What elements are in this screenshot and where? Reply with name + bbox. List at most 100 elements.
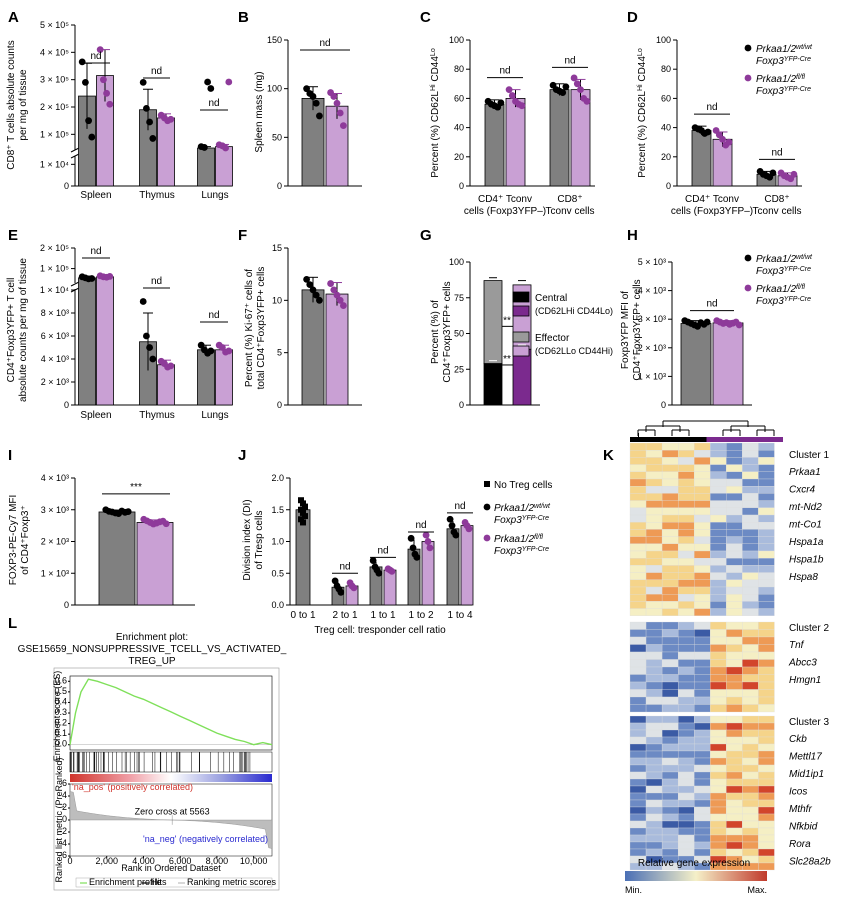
data-point (303, 276, 310, 283)
heatmap-cell (758, 820, 775, 829)
heatmap-cell (758, 608, 775, 616)
heatmap-cell (726, 594, 743, 602)
data-point (409, 544, 417, 552)
heatmap-cell (629, 478, 647, 487)
panel-label-H: H (627, 227, 638, 244)
heatmap-cell (694, 608, 711, 616)
heatmap-cell (661, 715, 679, 724)
heatmap-cell (645, 715, 663, 724)
heatmap-cell (645, 841, 663, 850)
significance-label: nd (90, 51, 101, 62)
legend-wt-label: Prkaa1/2wt/wt (756, 254, 813, 266)
legend-sup: YFP-Cre (784, 296, 811, 303)
heatmap-cell (645, 457, 663, 465)
heatmap-cell (677, 565, 695, 573)
heatmap-cell (758, 550, 775, 559)
heatmap-cell (742, 608, 759, 616)
significance-label: nd (208, 98, 219, 109)
heatmap-cell (694, 457, 711, 465)
gsea-title: GSE15659_NONSUPPRESSIVE_TCELL_VS_ACTIVAT… (18, 644, 287, 655)
heatmap-cell (645, 565, 663, 573)
heatmap-cell (758, 471, 775, 480)
heatmap-cell (710, 644, 727, 653)
legend-gene: Prkaa1/2 (756, 254, 796, 265)
y-tick-label: 1 × 10⁵ (40, 264, 69, 274)
heatmap-cell (726, 572, 743, 580)
data-point (82, 79, 89, 86)
heatmap-cell (726, 500, 743, 508)
heatmap-cell (710, 681, 727, 690)
heatmap-cell (726, 689, 743, 698)
heatmap-cell (694, 771, 711, 780)
heatmap-cell (661, 550, 679, 559)
heatmap-cell (677, 543, 695, 552)
panel-label-K: K (603, 447, 614, 464)
heatmap-cell (710, 471, 727, 480)
heatmap-cell (710, 757, 727, 766)
heatmap-cell (710, 813, 727, 822)
cluster-label: Cluster 3 (789, 717, 829, 728)
y-tick-label: 2 × 10⁵ (40, 243, 69, 253)
heatmap-cell (694, 757, 711, 766)
heatmap-cell (645, 550, 663, 559)
gene-label: Tnf (789, 640, 805, 651)
legend-wt-label: Prkaa1/2wt/wt (756, 44, 813, 56)
heatmap-cell (742, 558, 759, 566)
heatmap-cell (677, 799, 695, 808)
gene-label: Mid1ip1 (789, 769, 824, 780)
data-point (340, 302, 347, 309)
heatmap-cell (726, 558, 743, 566)
heatmap-cell (661, 827, 679, 836)
heatmap-cell (629, 621, 647, 630)
heatmap-cell (694, 464, 711, 472)
y-tick-label: 4 × 10⁵ (40, 47, 69, 57)
data-point (78, 58, 86, 66)
heatmap-cell (694, 644, 711, 653)
heatmap-cell (742, 572, 759, 580)
heatmap-cell (726, 543, 743, 552)
heatmap-cell (677, 666, 695, 675)
heatmap-cell (694, 500, 711, 508)
heatmap-cell (742, 478, 759, 487)
x-category-label: 1 to 1 (370, 610, 395, 621)
heatmap-cell (677, 594, 695, 602)
heatmap-cell (629, 681, 647, 690)
data-point (309, 286, 317, 294)
y-tick-label: 10 (272, 295, 282, 305)
data-point (336, 109, 344, 117)
heatmap-cell (710, 636, 727, 645)
data-point (570, 74, 578, 82)
heatmap-cell (645, 806, 663, 815)
heatmap-cell (710, 601, 727, 609)
legend-sup: YFP-Cre (784, 56, 811, 63)
y-axis-label: CD4⁺Foxp3YFP+ T cell (6, 278, 17, 383)
heatmap-cell (742, 543, 759, 552)
metric-tick-label: 4 (62, 790, 67, 800)
heatmap-cell (661, 558, 679, 566)
heatmap-cell (629, 696, 647, 705)
heatmap-cell (758, 799, 775, 808)
heatmap-cell (726, 750, 743, 759)
data-point (106, 100, 114, 108)
legend-effector-sub: (CD62LLo CD44Hi) (535, 346, 613, 356)
heatmap-cell (629, 471, 647, 480)
heatmap-cell (742, 621, 759, 630)
significance-label: nd (319, 38, 330, 49)
y-label-part: CD44 (637, 56, 648, 85)
heatmap-cell (694, 572, 711, 580)
legend-fl-label: Prkaa1/2fl/fl (494, 534, 543, 546)
panel-B: 0 50 100 150 Spleen mass (mg) nd (254, 35, 362, 191)
heatmap-cell (742, 799, 759, 808)
heatmap-cell (645, 543, 663, 552)
panel-label-I: I (8, 447, 12, 464)
x-tick-label: 2,000 (95, 856, 118, 866)
gsea-legend-label: Hits (151, 877, 167, 887)
heatmap-cell (661, 834, 679, 843)
gene-label: Nfkbid (789, 822, 818, 833)
heatmap-cell (629, 601, 647, 609)
heatmap-cell (726, 644, 743, 653)
bar-fl-0 (505, 98, 526, 187)
heatmap-cell (742, 522, 759, 530)
heatmap-cell (677, 778, 695, 787)
gsea-x-label: Rank in Ordered Dataset (121, 863, 221, 873)
